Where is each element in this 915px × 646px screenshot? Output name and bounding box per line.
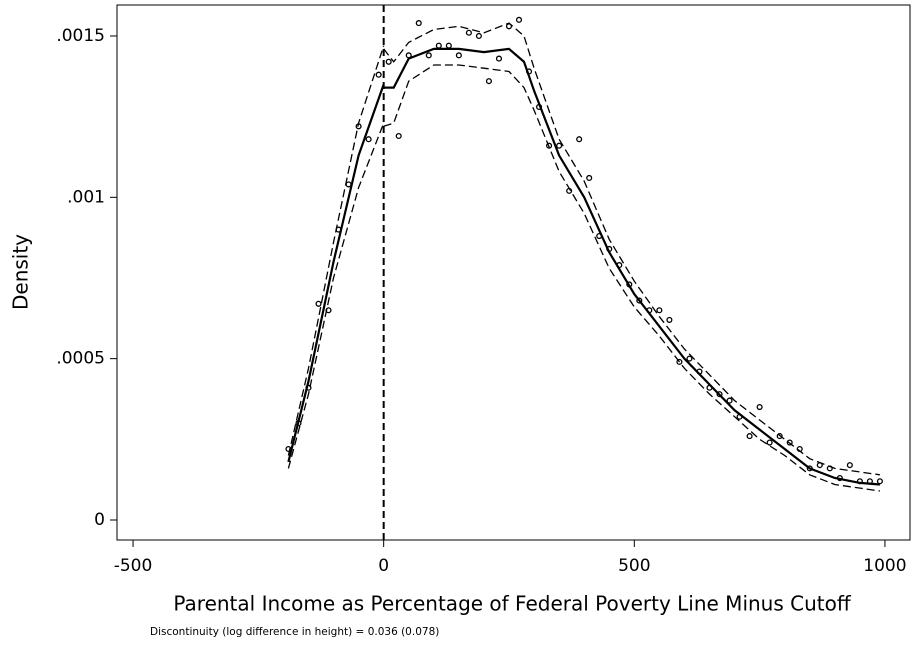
data-point bbox=[676, 358, 683, 365]
ci-line bbox=[287, 45, 385, 456]
data-point bbox=[315, 300, 322, 307]
data-point bbox=[766, 439, 773, 446]
data-point bbox=[786, 439, 793, 446]
data-point bbox=[586, 174, 593, 182]
data-point bbox=[776, 433, 783, 440]
x-tick-label: 1000 bbox=[863, 556, 906, 576]
x-tick-label: 500 bbox=[618, 556, 650, 576]
data-point bbox=[425, 52, 432, 59]
data-point bbox=[395, 132, 402, 140]
data-point bbox=[515, 16, 523, 23]
data-point bbox=[746, 433, 753, 440]
data-point bbox=[666, 316, 673, 323]
ci-line bbox=[383, 64, 880, 492]
data-point bbox=[455, 52, 462, 59]
y-tick-label: 0 bbox=[94, 510, 105, 530]
y-tick-label: .0015 bbox=[56, 26, 105, 46]
y-tick-label: .0005 bbox=[56, 349, 105, 369]
data-point bbox=[485, 78, 492, 85]
x-tick-label: 0 bbox=[378, 556, 389, 576]
data-point bbox=[656, 307, 663, 314]
data-point bbox=[385, 58, 392, 65]
plot-frame bbox=[116, 4, 911, 541]
data-point bbox=[846, 462, 853, 469]
data-point bbox=[756, 404, 763, 411]
data-point bbox=[726, 397, 733, 404]
annotation: Discontinuity (log difference in height)… bbox=[150, 626, 439, 638]
ci-line bbox=[287, 122, 385, 469]
data-point bbox=[415, 20, 422, 27]
ci-line bbox=[383, 22, 880, 476]
data-point bbox=[576, 136, 583, 143]
data-point bbox=[375, 71, 382, 78]
x-tick-label: -500 bbox=[114, 556, 153, 576]
data-point bbox=[445, 42, 452, 49]
fit-line bbox=[383, 47, 880, 486]
data-point bbox=[556, 142, 563, 149]
y-tick-label: .001 bbox=[67, 187, 105, 207]
data-point bbox=[495, 55, 503, 62]
data-point bbox=[465, 29, 472, 36]
data-point bbox=[365, 136, 372, 143]
data-point bbox=[686, 355, 693, 362]
data-point bbox=[435, 42, 442, 49]
x-axis-title: Parental Income as Percentage of Federal… bbox=[173, 592, 851, 616]
data-point bbox=[876, 478, 883, 485]
y-axis-title: Density bbox=[9, 234, 33, 310]
fit-line bbox=[287, 84, 385, 463]
data-point bbox=[716, 391, 723, 398]
data-point bbox=[636, 297, 643, 304]
data-point bbox=[475, 32, 482, 40]
